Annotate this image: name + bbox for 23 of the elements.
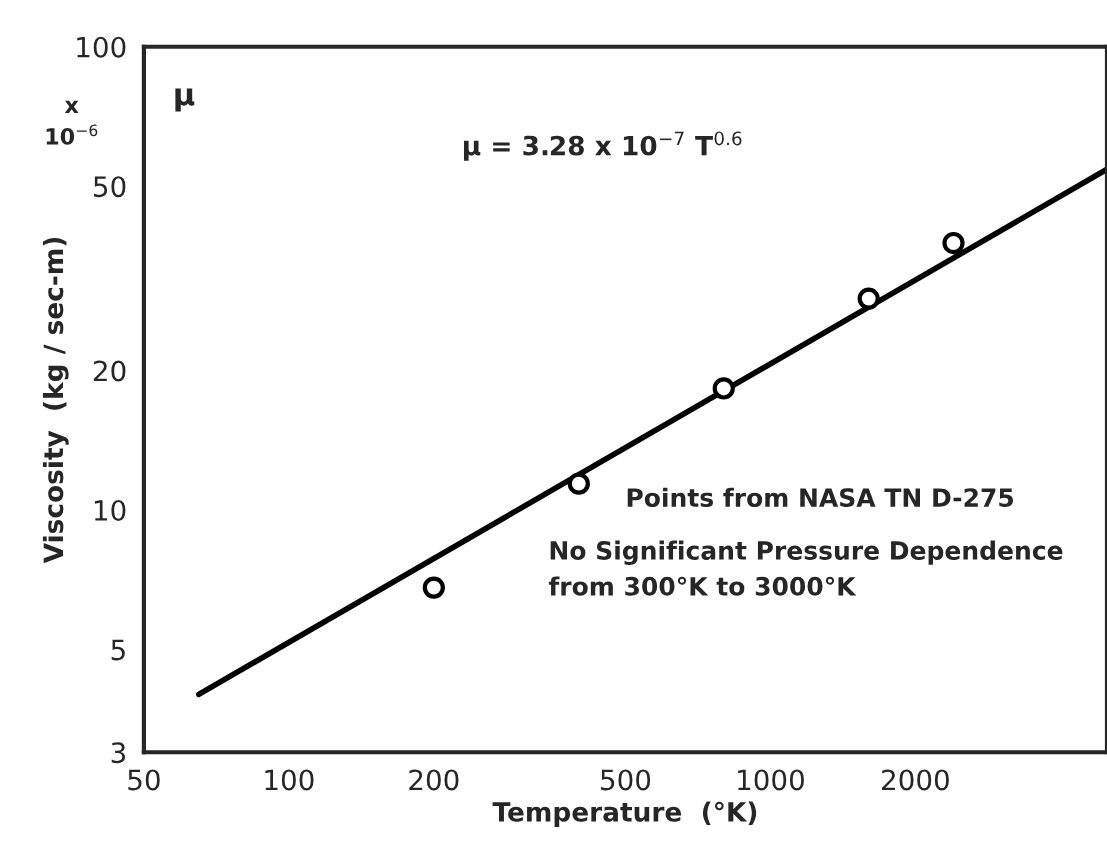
x-tick-label: 2000	[882, 769, 949, 791]
y-tick-label: 10	[94, 499, 126, 521]
point	[712, 377, 735, 400]
annotation: Points from NASA TN D-275	[627, 487, 1014, 508]
y-tick-label: 100	[77, 36, 126, 58]
annotation: μ	[175, 88, 195, 112]
y-axis-title: Viscosity (kg / sec-m)	[42, 237, 69, 564]
y-tick-label: 5	[111, 639, 125, 661]
x-tick-label: 500	[601, 769, 651, 791]
annotation: No Significant Pressure Dependence from 300°K to 3000°K	[548, 540, 1063, 596]
point	[857, 287, 880, 310]
point	[422, 576, 445, 599]
y-tick-label: 3	[111, 742, 126, 764]
x-tick-label: 50	[128, 769, 160, 791]
x-tick-label: 1000	[738, 769, 804, 791]
text: x 10$^{−6}$	[46, 100, 98, 145]
x-tick-label: 100	[265, 769, 314, 791]
y-tick-label: 20	[93, 360, 126, 382]
annotation: μ = 3.28 x 10$^{−7}$ T$^{0.6}$	[463, 131, 742, 161]
x-tick-label: 200	[409, 769, 459, 791]
y-tick-label: 50	[94, 176, 126, 198]
x-axis-title: Temperature (°K)	[492, 801, 757, 827]
point	[567, 472, 590, 495]
